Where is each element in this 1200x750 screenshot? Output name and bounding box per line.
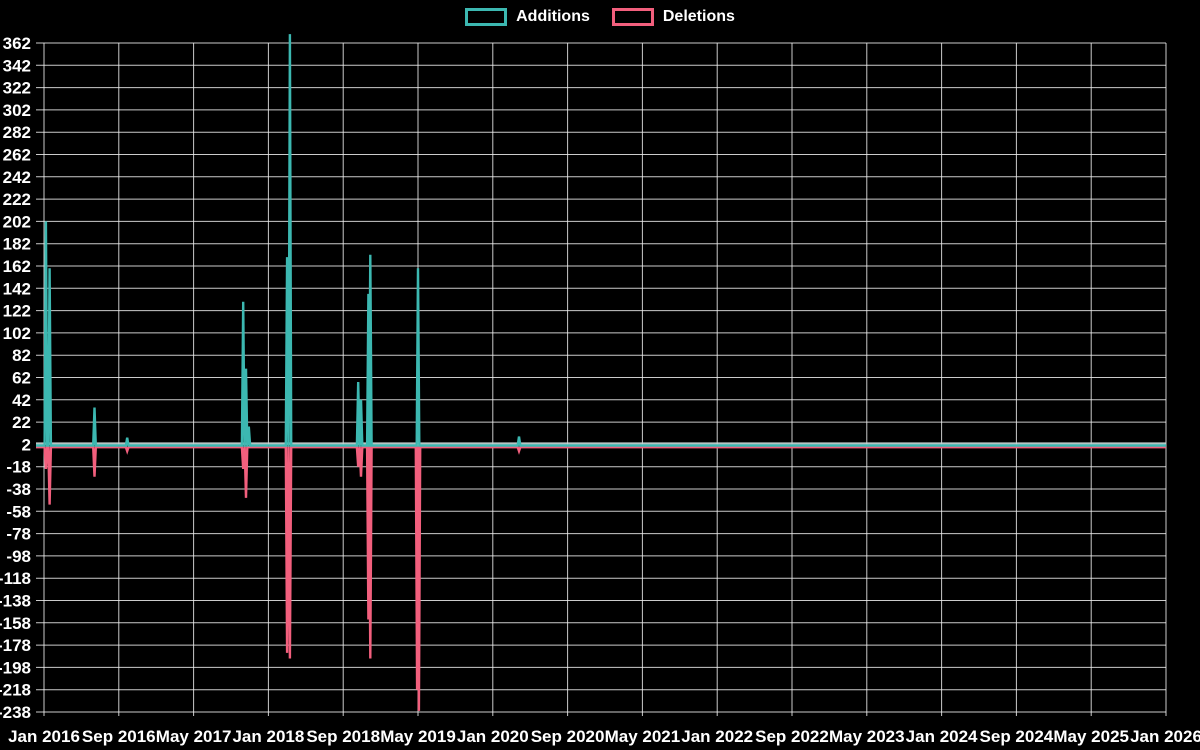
legend-item-additions[interactable]: Additions: [465, 8, 590, 26]
y-tick-label: 122: [3, 302, 31, 321]
x-tick-label: May 2023: [829, 727, 905, 746]
y-tick-label: 82: [12, 346, 31, 365]
y-tick-label: 182: [3, 235, 31, 254]
x-tick-label: Jan 2024: [906, 727, 978, 746]
x-tick-label: May 2019: [380, 727, 456, 746]
y-tick-label: 322: [3, 79, 31, 98]
x-tick-label: Sep 2018: [306, 727, 380, 746]
y-tick-label: 302: [3, 101, 31, 120]
y-tick-label: -78: [6, 525, 31, 544]
x-tick-label: Jan 2018: [232, 727, 304, 746]
y-tick-label: 102: [3, 324, 31, 343]
y-tick-label: -98: [6, 547, 31, 566]
x-tick-label: Jan 2016: [8, 727, 80, 746]
chart-legend: Additions Deletions: [0, 8, 1200, 26]
y-tick-label: -178: [0, 636, 31, 655]
y-tick-label: -118: [0, 569, 31, 588]
y-tick-label: -218: [0, 681, 31, 700]
y-tick-label: 2: [22, 435, 31, 454]
y-tick-label: 342: [3, 56, 31, 75]
x-tick-label: Sep 2022: [755, 727, 829, 746]
x-tick-label: May 2021: [605, 727, 681, 746]
y-tick-label: 42: [12, 391, 31, 410]
y-tick-label: 162: [3, 257, 31, 276]
deletions-swatch-icon: [611, 8, 654, 26]
y-tick-label: -238: [0, 703, 31, 722]
x-tick-label: Sep 2020: [531, 727, 605, 746]
y-tick-label: 242: [3, 168, 31, 187]
x-tick-label: Sep 2016: [82, 727, 156, 746]
x-tick-label: May 2025: [1053, 727, 1129, 746]
x-tick-label: Sep 2024: [980, 727, 1054, 746]
x-tick-label: May 2017: [156, 727, 232, 746]
y-tick-label: 362: [3, 34, 31, 53]
y-tick-label: 22: [12, 413, 31, 432]
y-tick-label: 222: [3, 190, 31, 209]
y-tick-label: -58: [6, 502, 31, 521]
additions-line: [36, 34, 1166, 447]
x-tick-label: Jan 2022: [681, 727, 753, 746]
legend-item-deletions[interactable]: Deletions: [611, 8, 735, 26]
y-tick-label: 262: [3, 146, 31, 165]
deletions-line: [36, 446, 1166, 711]
additions-swatch-icon: [465, 8, 508, 26]
y-tick-label: -18: [6, 458, 31, 477]
additions-legend-label: Additions: [516, 8, 590, 25]
y-tick-label: 202: [3, 212, 31, 231]
y-tick-label: 282: [3, 123, 31, 142]
y-tick-label: -38: [6, 480, 31, 499]
deletions-legend-label: Deletions: [662, 8, 735, 25]
y-tick-label: -198: [0, 658, 31, 677]
x-tick-label: Jan 2026: [1130, 727, 1200, 746]
y-tick-label: -158: [0, 614, 31, 633]
y-tick-label: 62: [12, 369, 31, 388]
y-tick-label: -138: [0, 592, 31, 611]
x-tick-label: Jan 2020: [457, 727, 529, 746]
y-tick-label: 142: [3, 279, 31, 298]
